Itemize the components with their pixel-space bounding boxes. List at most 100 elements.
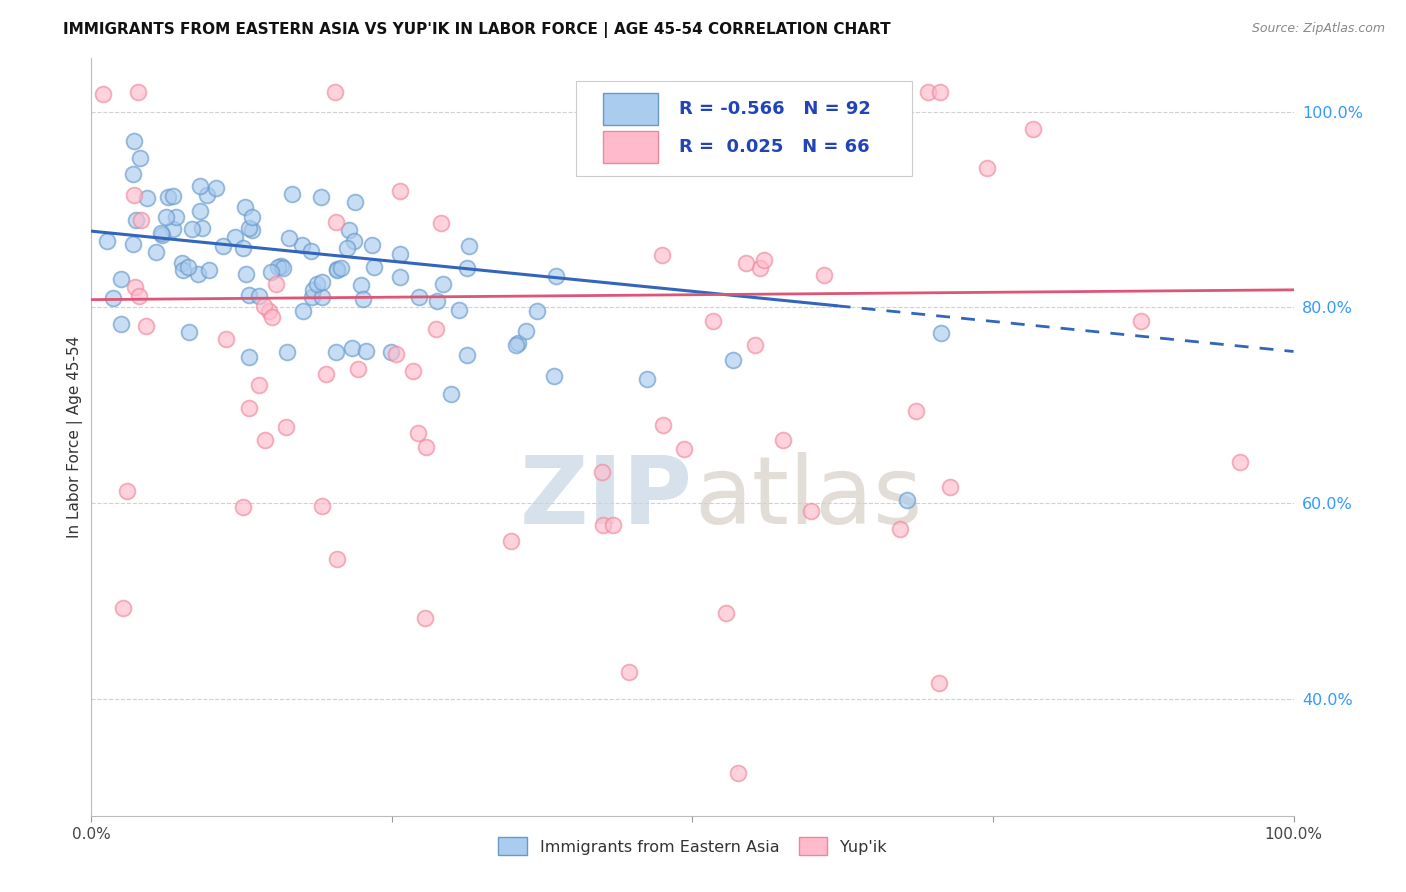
Point [896,493,918,508]
Point [309,190,332,204]
Point [928,676,950,690]
Point [592,517,614,532]
Point [714,606,737,620]
Point [267,260,290,274]
Point [744,337,766,351]
Point [266,277,288,291]
Point [291,237,314,252]
Point [124,134,146,148]
Point [583,85,606,99]
Point [232,241,254,255]
Point [117,483,139,498]
Point [292,304,315,318]
Point [271,261,294,276]
Point [665,85,688,99]
Point [204,181,226,195]
Point [508,336,530,351]
Point [238,350,260,364]
Point [281,186,304,201]
Point [326,261,349,276]
Point [848,85,870,99]
Point [188,179,211,194]
Point [330,260,353,275]
Point [129,213,152,227]
Point [426,293,449,308]
Point [340,341,363,355]
Point [162,189,184,203]
Point [432,277,454,291]
Point [112,600,135,615]
Point [307,277,329,292]
Point [360,237,382,252]
Point [408,290,430,304]
Point [129,151,152,165]
Point [905,404,928,418]
Point [917,85,939,99]
Point [734,256,756,270]
Point [232,500,254,514]
Point [388,247,411,261]
Point [591,465,613,479]
Point [301,244,323,258]
Point [301,290,323,304]
Point [240,211,263,225]
Text: R =  0.025   N = 66: R = 0.025 N = 66 [679,137,870,156]
Point [727,765,749,780]
Point [311,275,333,289]
Point [188,204,211,219]
Point [214,331,236,345]
Point [800,503,823,517]
Point [238,288,260,302]
Point [240,223,263,237]
Point [172,263,194,277]
Point [505,338,527,352]
Point [260,265,283,279]
Point [425,322,447,336]
Point [238,221,260,235]
Point [449,302,471,317]
Point [93,87,115,102]
Point [751,150,773,164]
Point [121,167,143,181]
Point [456,348,478,362]
Point [181,222,204,236]
Point [311,499,333,513]
Point [929,326,952,340]
Point [212,239,235,253]
Point [125,213,148,227]
Text: R = -0.566   N = 92: R = -0.566 N = 92 [679,100,872,118]
Point [389,270,412,285]
Point [257,304,280,318]
Point [1229,455,1251,469]
Point [315,368,337,382]
Point [122,187,145,202]
Point [247,289,270,303]
Point [110,317,132,331]
Point [343,194,366,209]
Legend: Immigrants from Eastern Asia, Yup'ik: Immigrants from Eastern Asia, Yup'ik [492,831,893,862]
Point [402,364,425,378]
Point [325,262,347,277]
Point [1129,314,1152,328]
Point [235,267,257,281]
Point [343,234,366,248]
Point [544,269,567,284]
Point [651,247,673,261]
Point [274,420,297,434]
Point [799,153,821,167]
Point [1021,122,1043,136]
Point [352,292,374,306]
Point [325,552,347,566]
Point [155,210,177,224]
Text: Source: ZipAtlas.com: Source: ZipAtlas.com [1251,22,1385,36]
Point [721,353,744,368]
Text: atlas: atlas [695,451,924,544]
Point [110,272,132,286]
Point [170,256,193,270]
Point [415,440,437,454]
Point [278,230,301,244]
Point [191,220,214,235]
Point [135,318,157,333]
Point [238,401,260,415]
Point [311,290,333,304]
